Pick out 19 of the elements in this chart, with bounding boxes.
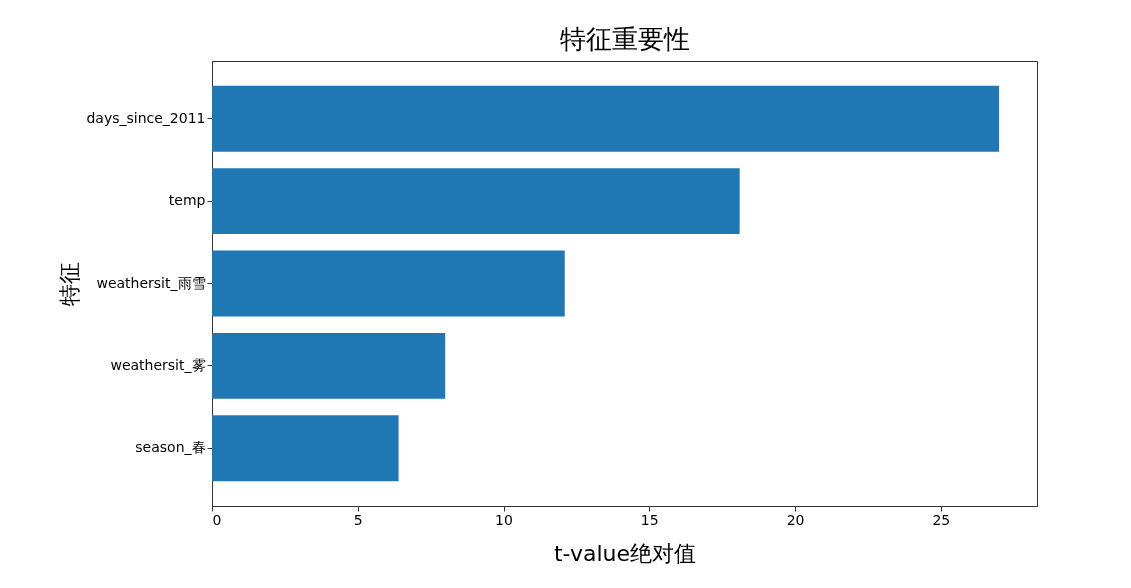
bar (212, 85, 1000, 152)
y-tick-label: temp (168, 192, 206, 209)
chart-title: 特征重要性 (559, 24, 690, 54)
x-tick-label: 5 (353, 511, 363, 528)
x-axis-title: t-value绝对值 (553, 540, 697, 566)
x-tick-label: 25 (932, 511, 951, 528)
x-tick-label: 15 (640, 511, 659, 528)
y-tick-label: days_since_2011 (86, 109, 206, 126)
bar (212, 168, 740, 235)
y-tick-label: season_春 (135, 439, 206, 456)
y-tick-label: weathersit_雾 (110, 356, 206, 373)
bar (212, 332, 446, 399)
bar (212, 415, 399, 482)
x-tick-label: 10 (495, 511, 513, 528)
bar (212, 250, 565, 317)
y-tick-label: weathersit_雨雪 (96, 274, 206, 291)
x-tick-label: 0 (212, 511, 222, 528)
y-axis-title: 特征 (57, 262, 83, 306)
x-tick-label: 20 (786, 511, 805, 528)
